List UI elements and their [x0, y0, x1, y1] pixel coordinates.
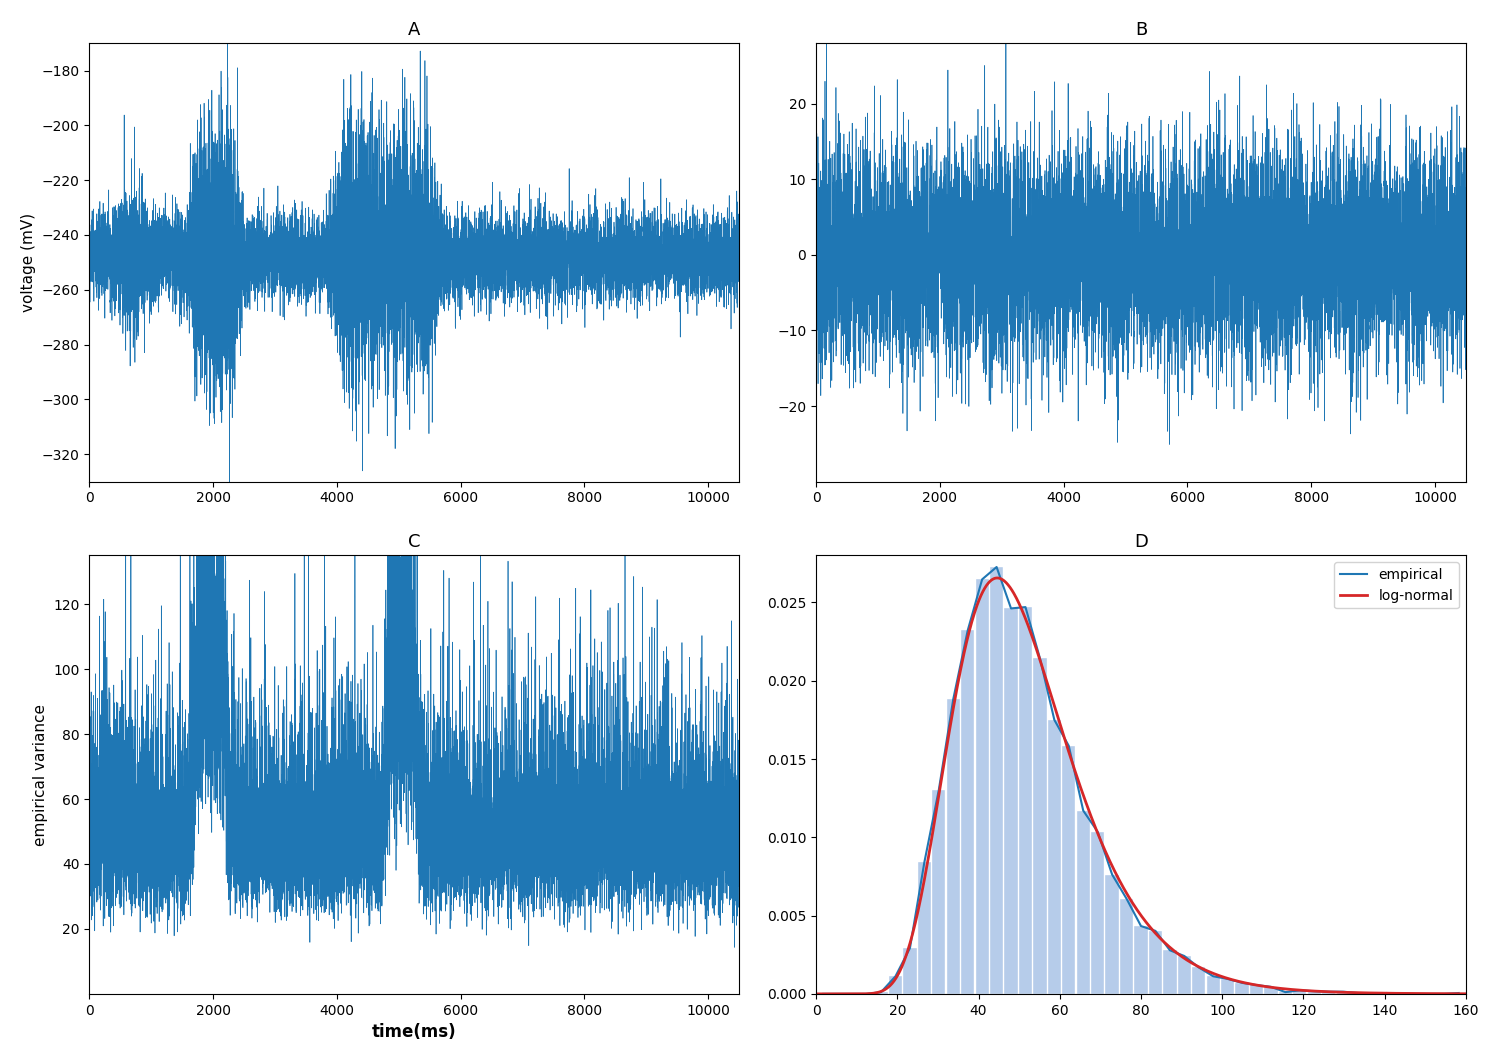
- Bar: [1106, 874, 1119, 994]
- Bar: [1293, 991, 1306, 994]
- Bar: [975, 580, 988, 994]
- Title: C: C: [408, 533, 420, 551]
- Legend: empirical, log-normal: empirical, log-normal: [1334, 563, 1460, 609]
- Bar: [874, 992, 888, 994]
- Bar: [1178, 956, 1191, 994]
- Bar: [1149, 931, 1162, 994]
- Bar: [1322, 992, 1335, 994]
- Bar: [1077, 810, 1090, 994]
- Bar: [1090, 832, 1104, 994]
- Bar: [1336, 992, 1350, 994]
- Bar: [946, 699, 960, 994]
- Bar: [1162, 950, 1176, 994]
- Bar: [918, 862, 932, 994]
- Bar: [1005, 609, 1017, 994]
- Bar: [932, 790, 945, 994]
- Bar: [1250, 986, 1263, 994]
- X-axis label: time(ms): time(ms): [372, 1023, 456, 1041]
- Bar: [1062, 746, 1076, 994]
- Bar: [1221, 979, 1234, 994]
- Bar: [1192, 967, 1206, 994]
- Bar: [903, 948, 916, 994]
- Y-axis label: voltage (mV): voltage (mV): [21, 212, 36, 312]
- Bar: [1019, 607, 1032, 994]
- Bar: [1280, 992, 1292, 994]
- Bar: [890, 976, 902, 994]
- Y-axis label: empirical variance: empirical variance: [33, 704, 48, 845]
- Bar: [1034, 658, 1047, 994]
- Title: D: D: [1134, 533, 1148, 551]
- Bar: [962, 631, 975, 994]
- Bar: [1264, 987, 1278, 994]
- Title: A: A: [408, 21, 420, 39]
- Bar: [1236, 982, 1248, 994]
- Bar: [1047, 720, 1060, 994]
- Bar: [1134, 926, 1148, 994]
- Bar: [1120, 898, 1132, 994]
- Bar: [1308, 991, 1322, 994]
- Bar: [1206, 976, 1219, 994]
- Bar: [990, 567, 1004, 994]
- Title: B: B: [1136, 21, 1148, 39]
